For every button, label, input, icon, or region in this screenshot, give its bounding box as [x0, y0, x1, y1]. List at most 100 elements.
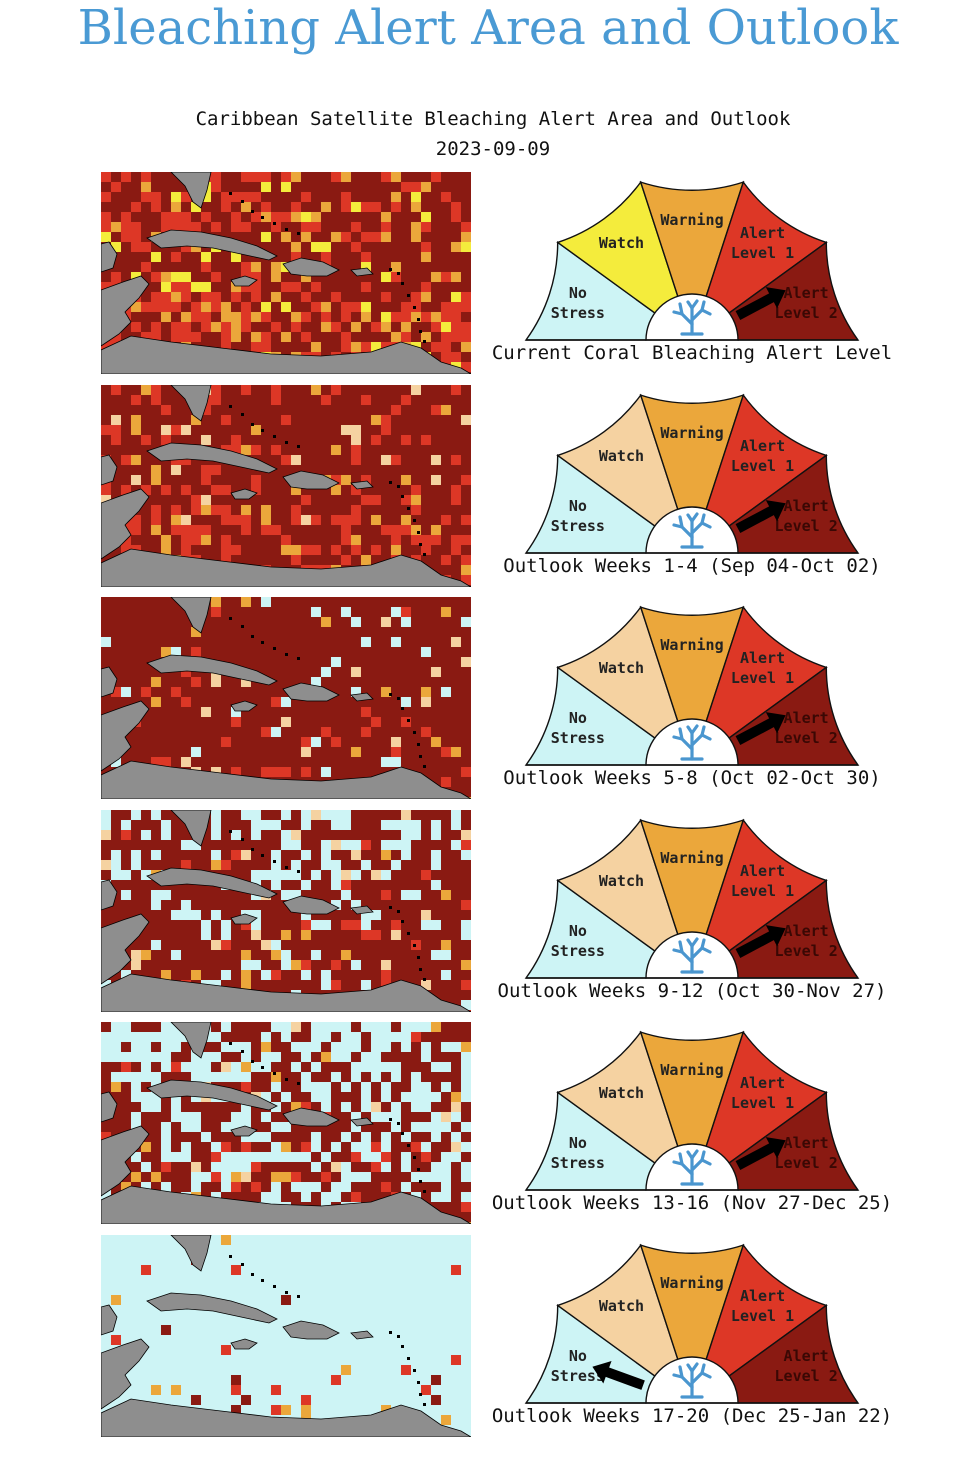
map-cell: [381, 454, 391, 465]
gauge-label-alert1: Alert: [740, 862, 785, 880]
map-cell: [461, 342, 471, 352]
coral-branch: [690, 937, 699, 948]
map-cell: [171, 292, 181, 302]
map-cell: [101, 819, 111, 830]
map-cell: [391, 607, 401, 618]
map-cell: [331, 959, 341, 970]
map-cell: [261, 202, 271, 212]
map-cell: [191, 969, 201, 980]
map-cell: [431, 1132, 441, 1143]
map-cell: [241, 1072, 251, 1083]
map-cell: [311, 544, 321, 555]
map-cell: [141, 262, 151, 272]
map-cell: [361, 637, 371, 648]
map-cell: [301, 494, 311, 505]
map-cell: [211, 322, 221, 332]
map-cell: [211, 384, 221, 395]
island-dot: [419, 755, 422, 759]
map-cell: [401, 1022, 411, 1033]
map-cell: [281, 534, 291, 545]
map-cell: [381, 272, 391, 282]
map-cell: [321, 394, 331, 405]
map-cell: [221, 1062, 231, 1073]
map-cell: [121, 454, 131, 465]
map-cell: [281, 414, 291, 425]
map-cell: [321, 1102, 331, 1113]
map-cell: [401, 434, 411, 445]
map-cell: [421, 1092, 431, 1103]
map-cell: [461, 839, 471, 850]
map-cell: [151, 677, 161, 688]
map-cell: [211, 394, 221, 405]
map-cell: [181, 1142, 191, 1153]
map-cell: [101, 979, 111, 990]
map-cell: [111, 757, 121, 768]
map-cell: [371, 1072, 381, 1083]
map-cell: [231, 1265, 241, 1275]
map-cell: [171, 212, 181, 222]
map-cell: [191, 302, 201, 312]
map-cell: [241, 969, 251, 980]
map-cell: [231, 332, 241, 342]
map-cell: [301, 909, 311, 920]
map-cell: [271, 524, 281, 535]
map-cell: [381, 322, 391, 332]
map-cell: [361, 1152, 371, 1163]
map-cell: [151, 1102, 161, 1113]
map-cell: [181, 192, 191, 202]
map-cell: [161, 969, 171, 980]
map-cell: [271, 272, 281, 282]
map-cell: [341, 302, 351, 312]
map-cell: [141, 182, 151, 192]
map-cell: [301, 232, 311, 242]
map-cell: [321, 302, 331, 312]
map-cell: [281, 949, 291, 960]
map-cell: [111, 687, 121, 698]
island-dot: [401, 1345, 404, 1348]
map-cell: [371, 909, 381, 920]
map-cell: [241, 282, 251, 292]
map-cell: [111, 424, 121, 435]
map-cell: [251, 1182, 261, 1193]
map-cell: [321, 1022, 331, 1033]
map-cell: [311, 607, 321, 618]
yucatan-land: [101, 666, 118, 698]
alert-gauge-5: No Stress Watch Warning Alert Level 1 Alert Lev…: [497, 1237, 887, 1447]
map-cell: [361, 1052, 371, 1063]
map-cell: [351, 1062, 361, 1073]
map-cell: [361, 707, 371, 718]
yucatan-land: [101, 879, 118, 911]
map-cell: [311, 1022, 321, 1033]
map-cell: [301, 514, 311, 525]
map-cell: [111, 1082, 121, 1093]
map-cell: [151, 514, 161, 525]
map-cell: [341, 332, 351, 342]
map-cell: [391, 454, 401, 465]
map-cell: [381, 524, 391, 535]
gauge-label-alert1: Level 1: [731, 1094, 794, 1112]
map-cell: [351, 849, 361, 860]
map-cell: [241, 597, 251, 608]
map-cell: [391, 747, 401, 758]
map-cell: [301, 929, 311, 940]
map-cell: [181, 697, 191, 708]
coral-branch: [690, 299, 699, 310]
map-cell: [291, 1062, 301, 1073]
map-cell: [341, 514, 351, 525]
alert-map-svg: [101, 384, 471, 587]
gauge-label-alert1: Alert: [740, 1074, 785, 1092]
map-cell: [311, 919, 321, 930]
map-cell: [191, 677, 201, 688]
map-cell: [151, 464, 161, 475]
map-cell: [271, 384, 281, 395]
map-cell: [441, 332, 451, 342]
map-cell: [441, 514, 451, 525]
map-cell: [371, 232, 381, 242]
yucatan-land: [101, 454, 118, 486]
map-cell: [361, 474, 371, 485]
map-cell: [421, 869, 431, 880]
map-cell: [411, 384, 421, 395]
map-cell: [231, 1152, 241, 1163]
map-cell: [211, 859, 221, 870]
map-cell: [351, 1032, 361, 1043]
